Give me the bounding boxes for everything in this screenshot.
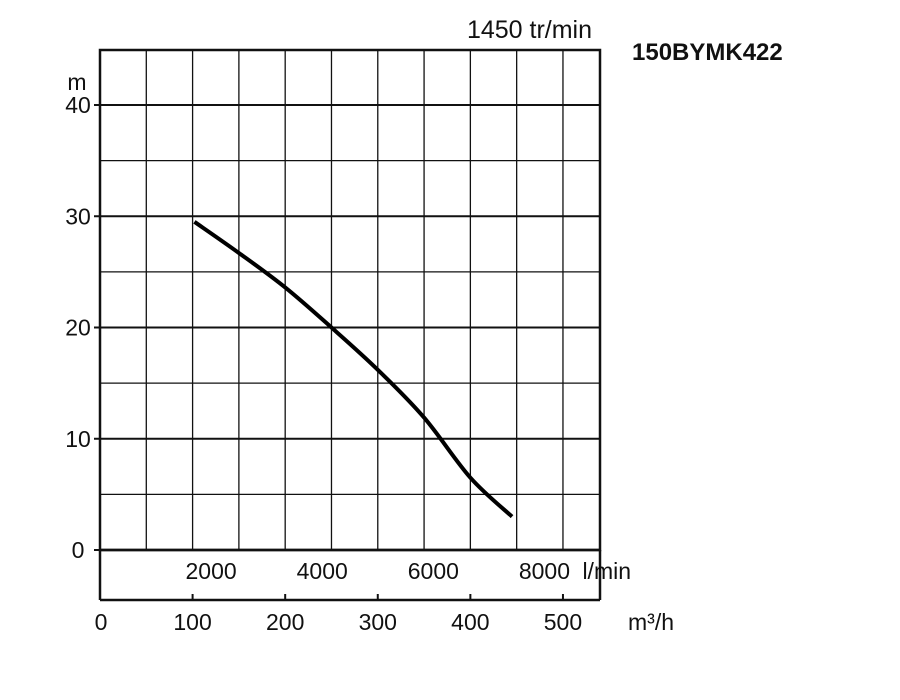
x-tick-label-m3h: 400 xyxy=(451,609,489,635)
x-axis-unit-m3h: m³/h xyxy=(628,609,674,635)
y-tick-label: 0 xyxy=(72,537,85,563)
grid-layer xyxy=(100,50,600,550)
y-tick-label: 20 xyxy=(65,315,91,341)
x-tick-labels: 0 100 200 300 400 500 2000 4000 6000 8000 l/min xyxy=(95,558,631,635)
x-tick-label-lmin: 8000 xyxy=(519,558,570,584)
x-tick-label-lmin: 4000 xyxy=(297,558,348,584)
speed-label: 1450 tr/min xyxy=(467,16,592,44)
x-tick-label-m3h: 500 xyxy=(544,609,582,635)
x-tick-label-m3h: 200 xyxy=(266,609,304,635)
plot-frame xyxy=(98,48,602,552)
x-tick-label-lmin: 2000 xyxy=(186,558,237,584)
x-tick-label-lmin: 6000 xyxy=(408,558,459,584)
x-tick-label-m3h: 100 xyxy=(173,609,211,635)
y-axis-label: m xyxy=(67,69,86,95)
y-tick-label: 30 xyxy=(65,203,91,229)
y-tick-labels: 0 10 20 30 40 xyxy=(65,92,100,563)
y-tick-label: 10 xyxy=(65,426,91,452)
y-top-partial-tick: 50 xyxy=(57,0,83,3)
pump-curve-series-0 xyxy=(193,220,514,519)
model-label: 150BYMK422 xyxy=(632,39,783,66)
x-axis-unit-lmin: l/min xyxy=(582,558,631,584)
frame-layer xyxy=(98,48,602,602)
curve-layer xyxy=(193,220,514,519)
x-tick-label-m3h: 0 xyxy=(95,609,108,635)
y-tick-label: 40 xyxy=(65,92,91,118)
x-tick-label-m3h: 300 xyxy=(359,609,397,635)
